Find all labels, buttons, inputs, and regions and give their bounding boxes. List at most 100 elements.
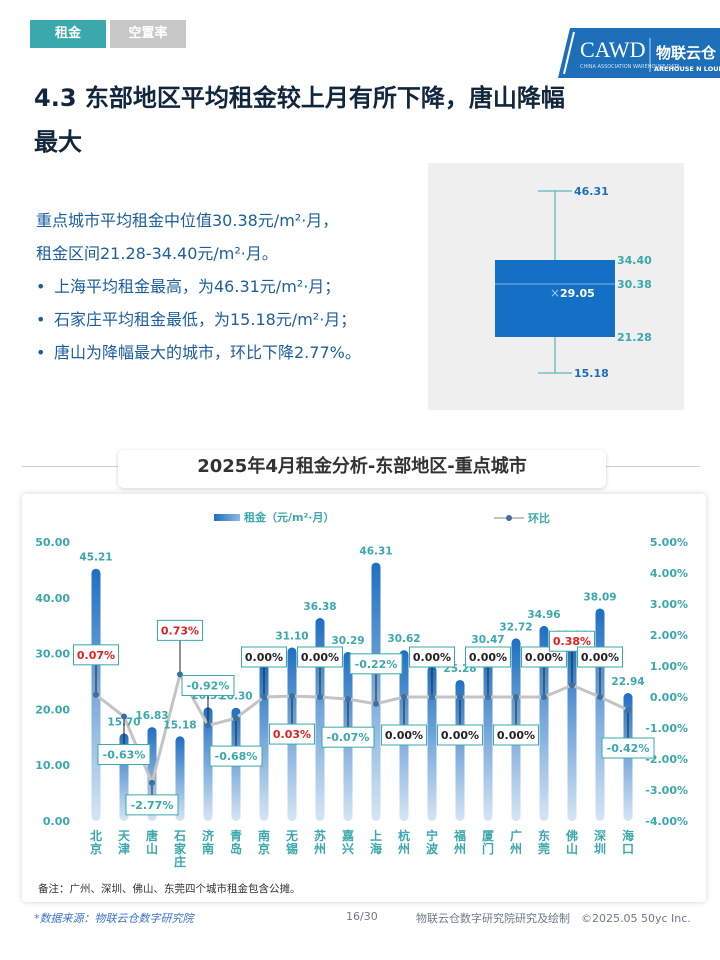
mom-label-box	[437, 724, 483, 746]
x-axis-city-label: 佛山	[565, 828, 578, 856]
chart-note: 备注：广州、深圳、佛山、东莞四个城市租金包含公摊。	[38, 882, 301, 895]
mom-value-label: 0.73%	[161, 624, 199, 637]
mom-label-box	[493, 724, 539, 746]
mom-point	[513, 694, 519, 700]
x-axis-city-label: 北京	[90, 828, 102, 856]
y-right-tick-label: -1.00%	[645, 722, 688, 735]
chart-panel: 租金（元/m²·月） 环比 0.00 10.00 20.00 30.00 40.00 50…	[22, 494, 706, 902]
summary-bullets: 上海平均租金最高，为46.31元/m²·月； 石家庄平均租金最低，为15.18元…	[36, 270, 426, 369]
divider-left	[22, 466, 122, 467]
mom-point	[205, 722, 211, 729]
mom-value-label: 0.00%	[497, 729, 535, 742]
x-axis-city-label: 济南	[202, 828, 215, 856]
boxplot-q1-label: 21.28	[617, 331, 652, 344]
y-left-tick-label: 30.00	[35, 648, 70, 661]
divider-right	[600, 466, 700, 467]
tab-vacancy-rate[interactable]: 空置率	[110, 20, 186, 48]
mom-label-box	[321, 726, 375, 748]
mom-label-box	[521, 646, 567, 668]
legend-bar-swatch	[214, 514, 240, 521]
mom-label-box	[577, 646, 623, 668]
mom-label-box	[73, 644, 119, 666]
x-axis-city-label: 福州	[453, 828, 466, 856]
rent-value-label: 45.21	[79, 552, 112, 564]
mom-value-label: -0.63%	[103, 749, 146, 762]
x-axis-city-label: 深圳	[594, 828, 606, 856]
y-right-tick-label: 2.00%	[650, 629, 688, 642]
summary-bullet: 唐山为降幅最大的城市，环比下降2.77%。	[36, 336, 426, 369]
mom-label-box	[297, 646, 343, 668]
rent-value-label: 30.29	[331, 635, 364, 647]
mom-value-label: -0.42%	[607, 742, 650, 755]
rent-boxplot: × 29.05 46.31 34.40 30.38 21.28 15.18	[428, 163, 684, 410]
y-left-tick-label: 20.00	[35, 703, 70, 716]
y-right-tick-label: 4.00%	[650, 567, 688, 580]
mom-value-label: -2.77%	[131, 799, 174, 812]
mom-point	[345, 696, 351, 703]
summary-text: 重点城市平均租金中位值30.38元/m²·月， 租金区间21.28-34.40元…	[36, 204, 426, 369]
rent-value-label: 38.09	[583, 591, 616, 603]
boxplot-min-label: 15.18	[574, 367, 609, 380]
mom-point	[541, 694, 547, 700]
x-axis-city-label: 海口	[622, 828, 634, 856]
mom-value-label: 0.00%	[245, 651, 283, 664]
mom-value-label: 0.00%	[385, 729, 423, 742]
mom-point	[373, 700, 379, 707]
x-axis-city-label: 上海	[370, 828, 382, 856]
y-right-tick-label: 0.00%	[650, 691, 688, 704]
x-axis-city-label: 厦门	[482, 828, 495, 856]
mom-point	[569, 682, 575, 689]
x-axis-city-label: 无锡	[285, 829, 298, 856]
mom-label-box	[409, 646, 455, 668]
legend-bar-label: 租金（元/m²·月）	[244, 510, 334, 524]
chart-title: 2025年4月租金分析-东部地区-重点城市	[118, 450, 606, 488]
rent-value-label: 22.94	[611, 676, 644, 688]
rent-value-label: 34.96	[527, 609, 560, 621]
mom-value-label: -0.22%	[355, 658, 398, 671]
mom-point	[149, 779, 155, 786]
mom-point	[457, 694, 463, 700]
x-axis-city-label: 宁波	[426, 828, 439, 856]
y-right-tick-label: 5.00%	[650, 536, 688, 549]
mom-label-box	[601, 737, 655, 759]
y-left-tick-label: 40.00	[35, 592, 70, 605]
y-left-tick-label: 10.00	[35, 759, 70, 772]
boxplot-box	[495, 260, 615, 337]
mom-label-box	[549, 630, 595, 652]
mom-label-box	[465, 646, 511, 668]
rent-value-label: 30.62	[387, 633, 420, 645]
mom-value-label: 0.38%	[553, 635, 591, 648]
mom-point	[233, 715, 239, 722]
mom-label-box	[349, 653, 403, 675]
mom-value-label: 0.03%	[273, 728, 311, 741]
rent-bar	[595, 608, 605, 821]
rent-bar	[315, 617, 325, 821]
logo-cawd-text: CAWD	[580, 37, 645, 62]
mom-value-label: 0.00%	[525, 651, 563, 664]
mom-point	[597, 694, 603, 700]
rent-bar	[455, 679, 465, 821]
mom-label-box	[381, 724, 427, 746]
legend-line-label: 环比	[528, 511, 550, 525]
rent-value-label: 36.38	[303, 601, 336, 613]
x-axis-city-label: 青岛	[230, 828, 242, 856]
footer-credit: 物联云仓数字研究院研究及绘制 ©2025.05 50yc Inc.	[416, 912, 691, 925]
rent-bar	[539, 625, 549, 821]
y-right-tick-label: -3.00%	[645, 784, 688, 797]
mom-label-box	[269, 723, 315, 745]
mom-value-label: 0.00%	[413, 651, 451, 664]
y-right-tick-label: -2.00%	[645, 753, 688, 766]
x-axis-city-label: 嘉兴	[341, 828, 354, 856]
mom-point	[485, 694, 491, 700]
x-axis-city-label: 杭州	[397, 828, 410, 856]
x-axis-city-label: 天津	[118, 829, 131, 856]
tab-rent[interactable]: 租金	[30, 20, 106, 48]
mom-value-label: -0.68%	[215, 750, 258, 763]
mom-point	[625, 707, 631, 714]
rent-bar	[483, 650, 493, 821]
y-left-tick-label: 50.00	[35, 536, 70, 549]
legend-line-marker	[506, 515, 512, 521]
mom-label-box	[157, 619, 203, 641]
boxplot-mean-marker: ×	[550, 286, 560, 300]
mom-value-label: -0.92%	[187, 680, 230, 693]
